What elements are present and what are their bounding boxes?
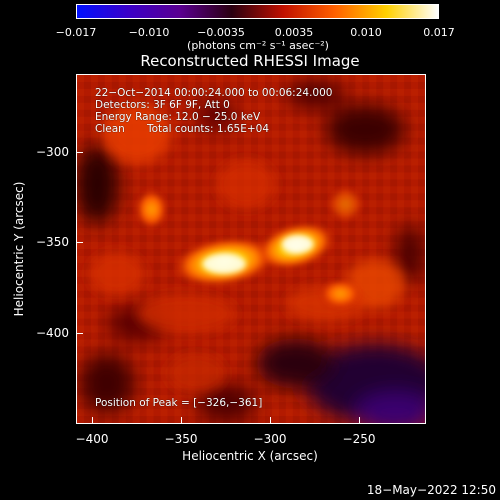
x-tick-label: −250 [342, 432, 376, 446]
colorbar-tick-label: 0.010 [350, 26, 382, 39]
energy-range: Energy Range: 12.0 − 25.0 keV [95, 111, 261, 123]
y-tick-label: −300 [36, 145, 69, 159]
y-tick-mark [76, 333, 83, 334]
y-axis-label: Heliocentric Y (arcsec) [12, 181, 26, 317]
image-title: Reconstructed RHESSI Image [140, 52, 360, 70]
timestamp: 18−May−2022 12:50 [366, 483, 496, 497]
colorbar [76, 4, 439, 19]
y-tick-label: −350 [36, 235, 69, 249]
colorbar-units: (photons cm⁻² s⁻¹ asec⁻²) [187, 39, 329, 52]
colorbar-tick-label: 0.0035 [274, 26, 314, 39]
x-axis-label: Heliocentric X (arcsec) [182, 449, 318, 463]
reconstructed-image [77, 75, 425, 423]
y-tick-label: −400 [36, 326, 69, 340]
observation-time-range: 22−Oct−2014 00:00:24.000 to 00:06:24.000 [95, 87, 333, 99]
detectors-info: Detectors: 3F 6F 9F, Att 0 [95, 99, 230, 111]
total-counts: Total counts: 1.65E+04 [147, 123, 270, 135]
x-tick-label: −350 [164, 432, 198, 446]
colorbar-tick-label: −0.017 [55, 26, 97, 39]
x-tick-mark [181, 417, 182, 424]
y-tick-mark [76, 152, 83, 153]
peak-position: Position of Peak = [−326,−361] [95, 397, 263, 409]
colorbar-tick-label: −0.0035 [197, 26, 245, 39]
image-plot-area: 22−Oct−2014 00:00:24.000 to 00:06:24.000… [76, 74, 426, 424]
x-tick-label: −400 [75, 432, 109, 446]
x-tick-mark [359, 417, 360, 424]
colorbar-tick-label: 0.017 [423, 26, 455, 39]
x-tick-mark [92, 417, 93, 424]
x-tick-label: −300 [253, 432, 287, 446]
x-tick-mark [270, 417, 271, 424]
algorithm-name: Clean [95, 123, 125, 135]
y-tick-mark [76, 242, 83, 243]
colorbar-tick-label: −0.010 [128, 26, 170, 39]
